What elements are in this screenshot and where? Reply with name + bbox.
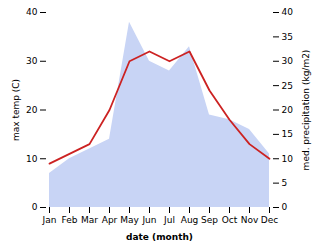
svg-text:10: 10 xyxy=(282,154,294,164)
svg-text:0: 0 xyxy=(282,202,288,212)
svg-text:30: 30 xyxy=(26,56,38,66)
svg-text:0: 0 xyxy=(32,202,38,212)
svg-text:date (month): date (month) xyxy=(126,232,193,242)
svg-text:Feb: Feb xyxy=(62,215,78,225)
svg-text:May: May xyxy=(120,215,139,225)
svg-text:Oct: Oct xyxy=(222,215,238,225)
svg-text:Sep: Sep xyxy=(201,215,218,225)
svg-text:med. precipitation (kg/m2): med. precipitation (kg/m2) xyxy=(301,50,311,171)
svg-text:10: 10 xyxy=(26,154,38,164)
svg-text:20: 20 xyxy=(282,105,294,115)
svg-text:Jun: Jun xyxy=(141,215,156,225)
svg-text:Jan: Jan xyxy=(42,215,57,225)
svg-text:30: 30 xyxy=(282,56,294,66)
svg-text:15: 15 xyxy=(282,129,293,139)
svg-text:Dec: Dec xyxy=(261,215,278,225)
svg-text:Apr: Apr xyxy=(102,215,118,225)
svg-text:25: 25 xyxy=(282,81,293,91)
svg-text:40: 40 xyxy=(282,7,294,17)
svg-text:max temp (C): max temp (C) xyxy=(11,79,21,141)
svg-text:35: 35 xyxy=(282,32,293,42)
svg-text:20: 20 xyxy=(26,105,38,115)
svg-text:5: 5 xyxy=(282,178,288,188)
svg-text:Jul: Jul xyxy=(163,215,175,225)
svg-text:Aug: Aug xyxy=(181,215,199,225)
svg-text:Mar: Mar xyxy=(81,215,98,225)
svg-text:40: 40 xyxy=(26,7,38,17)
svg-text:Nov: Nov xyxy=(241,215,259,225)
